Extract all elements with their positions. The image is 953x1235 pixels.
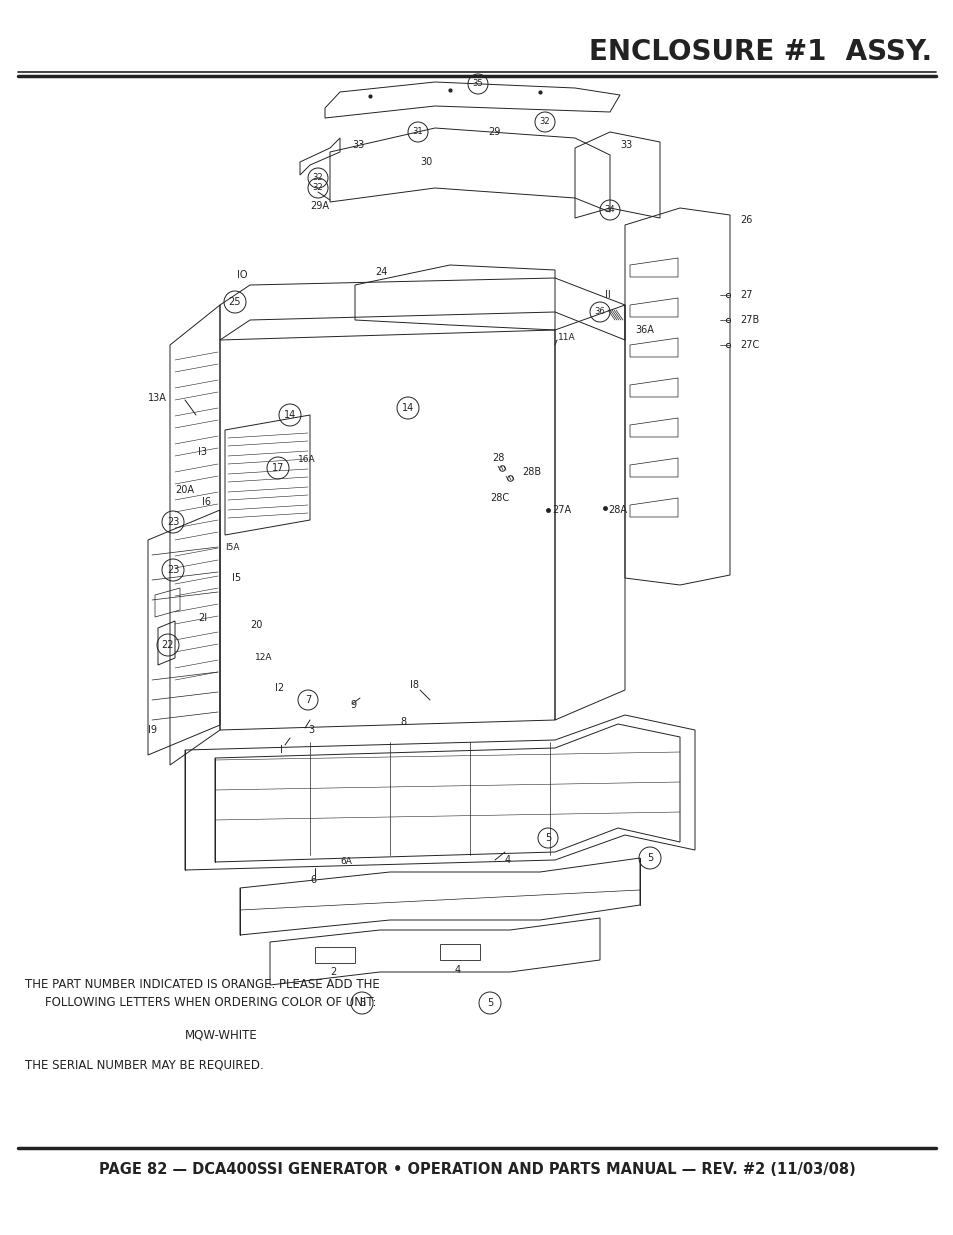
Text: 20: 20 (250, 620, 262, 630)
Text: 33: 33 (619, 140, 632, 149)
Text: 13A: 13A (148, 393, 167, 403)
Text: 17: 17 (272, 463, 284, 473)
Text: 27A: 27A (552, 505, 571, 515)
Text: 24: 24 (375, 267, 387, 277)
Text: 32: 32 (539, 117, 550, 126)
Text: 32: 32 (313, 184, 323, 193)
Text: I: I (280, 745, 283, 755)
Text: ENCLOSURE #1  ASSY.: ENCLOSURE #1 ASSY. (588, 38, 931, 65)
Text: 8: 8 (399, 718, 406, 727)
Text: 27: 27 (740, 290, 752, 300)
Text: 26: 26 (740, 215, 752, 225)
Text: 36A: 36A (635, 325, 653, 335)
Text: 28: 28 (492, 453, 504, 463)
Text: 2I: 2I (198, 613, 207, 622)
Text: 34: 34 (604, 205, 615, 215)
Text: 35: 35 (472, 79, 483, 89)
Text: 20A: 20A (174, 485, 193, 495)
Text: 28A: 28A (607, 505, 626, 515)
Text: 9: 9 (350, 700, 355, 710)
Text: THE PART NUMBER INDICATED IS ORANGE. PLEASE ADD THE: THE PART NUMBER INDICATED IS ORANGE. PLE… (25, 978, 379, 992)
Text: 2: 2 (330, 967, 335, 977)
Text: 25: 25 (229, 296, 241, 308)
Text: 5: 5 (646, 853, 653, 863)
Text: II: II (604, 290, 610, 300)
Text: 22: 22 (162, 640, 174, 650)
Text: 27C: 27C (740, 340, 759, 350)
Text: 5: 5 (358, 998, 365, 1008)
Text: 33: 33 (352, 140, 364, 149)
Text: I5A: I5A (225, 543, 239, 552)
Text: 4: 4 (455, 965, 460, 974)
Text: 7: 7 (305, 695, 311, 705)
Text: 5: 5 (544, 832, 551, 844)
Text: 30: 30 (419, 157, 432, 167)
Text: 11A: 11A (558, 333, 575, 342)
Text: 6A: 6A (339, 857, 352, 867)
Text: I3: I3 (198, 447, 207, 457)
Text: 12A: 12A (254, 653, 273, 662)
Text: 29A: 29A (310, 201, 329, 211)
Text: 27B: 27B (740, 315, 759, 325)
Text: 36: 36 (594, 308, 605, 316)
Text: 28B: 28B (521, 467, 540, 477)
Text: 31: 31 (413, 127, 423, 137)
Text: 28C: 28C (490, 493, 509, 503)
Text: 23: 23 (167, 517, 179, 527)
Text: MQW-WHITE: MQW-WHITE (185, 1029, 257, 1041)
Text: 5: 5 (486, 998, 493, 1008)
Text: 23: 23 (167, 564, 179, 576)
Text: 14: 14 (284, 410, 295, 420)
Text: 14: 14 (401, 403, 414, 412)
Text: I5: I5 (232, 573, 241, 583)
Text: PAGE 82 — DCA400SSI GENERATOR • OPERATION AND PARTS MANUAL — REV. #2 (11/03/08): PAGE 82 — DCA400SSI GENERATOR • OPERATIO… (98, 1162, 855, 1177)
Text: 29: 29 (488, 127, 500, 137)
Text: I9: I9 (148, 725, 157, 735)
Text: 6: 6 (310, 876, 315, 885)
Text: I8: I8 (410, 680, 418, 690)
Text: THE SERIAL NUMBER MAY BE REQUIRED.: THE SERIAL NUMBER MAY BE REQUIRED. (25, 1058, 263, 1072)
Text: I6: I6 (202, 496, 211, 508)
Text: 4: 4 (504, 855, 511, 864)
Text: IO: IO (236, 270, 247, 280)
Text: I2: I2 (274, 683, 284, 693)
Text: 3: 3 (308, 725, 314, 735)
Text: 32: 32 (313, 173, 323, 183)
Text: FOLLOWING LETTERS WHEN ORDERING COLOR OF UNIT:: FOLLOWING LETTERS WHEN ORDERING COLOR OF… (45, 995, 376, 1009)
Text: 16A: 16A (297, 456, 315, 464)
